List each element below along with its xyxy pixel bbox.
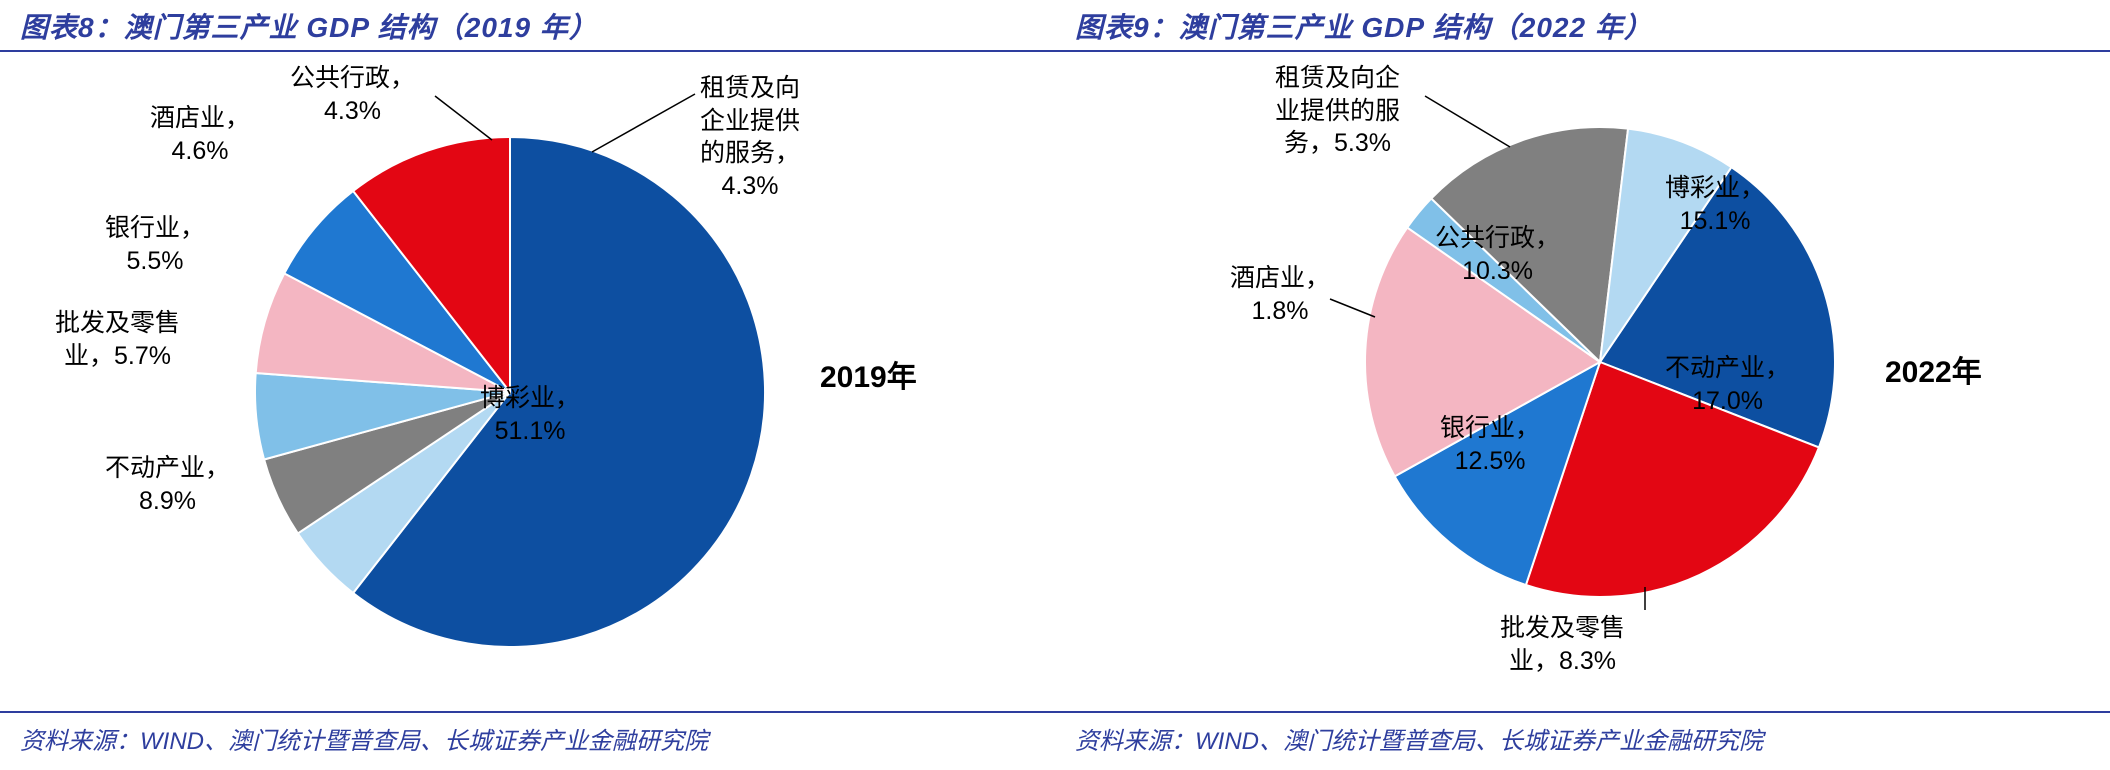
slice-label-不动产业: 不动产业， 8.9%	[105, 452, 230, 517]
leader-line	[592, 94, 695, 152]
slice-label-不动产业: 不动产业， 17.0%	[1665, 352, 1790, 417]
chart-title-2019: 图表8：澳门第三产业 GDP 结构（2019 年）	[0, 0, 1055, 52]
slice-label-公共行政: 公共行政， 4.3%	[290, 62, 415, 127]
source-2019: 资料来源：WIND、澳门统计暨普查局、长城证券产业金融研究院	[0, 711, 1055, 756]
slice-label-酒店业: 酒店业， 4.6%	[150, 102, 250, 167]
slice-label-批发及零售业: 批发及零售 业，5.7%	[55, 307, 180, 372]
year-label: 2022年	[1885, 347, 1982, 391]
slice-label-博彩业: 博彩业， 15.1%	[1665, 172, 1765, 237]
chart-title-2022: 图表9：澳门第三产业 GDP 结构（2022 年）	[1055, 0, 2110, 52]
slice-label-银行业: 银行业， 5.5%	[105, 212, 205, 277]
slice-label-批发及零售业: 批发及零售 业，8.3%	[1500, 612, 1625, 677]
leader-line	[1425, 96, 1510, 147]
year-label: 2019年	[820, 352, 917, 396]
slice-label-租赁及向企业提供的服务: 租赁及向企 业提供的服 务，5.3%	[1275, 62, 1400, 160]
slice-label-博彩业: 博彩业， 51.1%	[480, 382, 580, 447]
leader-line	[435, 96, 492, 140]
slice-label-公共行政: 公共行政， 10.3%	[1435, 222, 1560, 287]
slice-label-租赁及向企业提供的服务: 租赁及向 企业提供 的服务， 4.3%	[700, 72, 800, 202]
slice-label-酒店业: 酒店业， 1.8%	[1230, 262, 1330, 327]
leader-line	[1330, 299, 1375, 317]
panel-2022: 图表9：澳门第三产业 GDP 结构（2022 年） 博彩业， 15.1% 不动产业…	[1055, 0, 2110, 770]
figure-row: 图表8：澳门第三产业 GDP 结构（2019 年） 博彩业， 51.1% 租赁及向…	[0, 0, 2110, 770]
pie-chart-2022: 博彩业， 15.1% 不动产业， 17.0% 批发及零售 业，8.3% 银行业， 12…	[1055, 52, 2110, 698]
pie-chart-2019: 博彩业， 51.1% 租赁及向 企业提供 的服务， 4.3% 公共行政， 4.3% 酒…	[0, 52, 1055, 698]
slice-label-银行业: 银行业， 12.5%	[1440, 412, 1540, 477]
source-2022: 资料来源：WIND、澳门统计暨普查局、长城证券产业金融研究院	[1055, 711, 2110, 756]
panel-2019: 图表8：澳门第三产业 GDP 结构（2019 年） 博彩业， 51.1% 租赁及向…	[0, 0, 1055, 770]
